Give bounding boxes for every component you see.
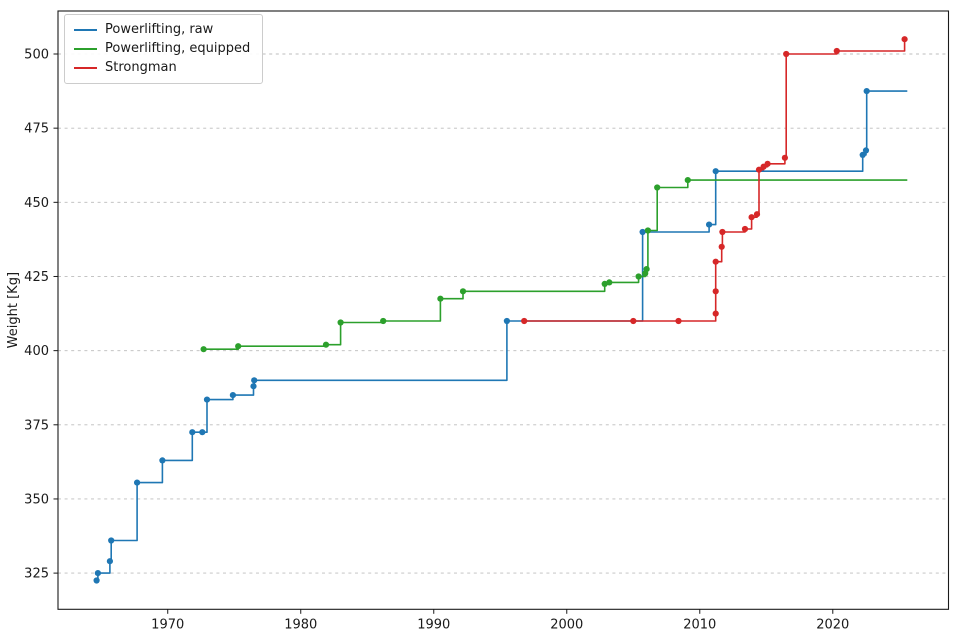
x-tick-label: 1980 xyxy=(284,617,317,632)
data-point-powerlifting-equipped xyxy=(235,343,242,350)
series-line-powerlifting-raw xyxy=(96,90,908,582)
data-point-powerlifting-raw xyxy=(199,429,206,436)
data-point-powerlifting-raw xyxy=(229,392,236,399)
data-point-strongman xyxy=(712,310,719,317)
series-line-powerlifting-equipped xyxy=(203,179,908,350)
data-point-strongman xyxy=(783,50,790,58)
plot-border xyxy=(57,10,950,610)
data-point-powerlifting-equipped xyxy=(322,341,330,348)
x-tick-label: 2000 xyxy=(550,617,583,632)
data-point-strongman xyxy=(755,166,763,173)
data-point-powerlifting-equipped xyxy=(200,346,207,353)
data-point-powerlifting-raw xyxy=(106,558,113,565)
y-tick-label: 450 xyxy=(24,196,49,211)
legend-label: Powerlifting, raw xyxy=(105,22,214,37)
y-tick-label: 425 xyxy=(24,270,49,285)
data-point-powerlifting-equipped xyxy=(643,266,650,273)
data-point-strongman xyxy=(719,228,726,236)
data-point-powerlifting-raw xyxy=(94,570,101,577)
y-tick-label: 475 xyxy=(24,122,49,137)
data-point-strongman xyxy=(630,317,637,325)
y-axis-label: Weight [Kg] xyxy=(6,272,21,348)
data-point-strongman xyxy=(748,214,755,221)
legend-line-swatch xyxy=(74,67,97,69)
data-point-strongman xyxy=(764,160,771,167)
data-point-powerlifting-equipped xyxy=(635,273,642,280)
data-point-powerlifting-raw xyxy=(706,221,713,228)
data-point-powerlifting-raw xyxy=(203,396,211,403)
legend-item: Strongman xyxy=(74,60,250,76)
legend-line-swatch xyxy=(74,48,97,50)
data-point-strongman xyxy=(712,258,719,265)
legend-label: Strongman xyxy=(105,60,177,75)
y-tick-label: 350 xyxy=(24,492,49,507)
legend: Powerlifting, raw Powerlifting, equipped S… xyxy=(64,14,264,84)
y-tick-label: 325 xyxy=(24,567,49,582)
x-tick-label: 1990 xyxy=(417,617,450,632)
legend-item: Powerlifting, equipped xyxy=(74,41,250,57)
data-point-powerlifting-equipped xyxy=(606,279,613,286)
data-point-powerlifting-raw xyxy=(712,168,719,175)
data-point-powerlifting-raw xyxy=(863,88,870,95)
data-point-powerlifting-raw xyxy=(639,228,646,236)
y-tick-label: 500 xyxy=(24,48,49,63)
x-tick-label: 2020 xyxy=(816,617,849,632)
data-point-powerlifting-raw xyxy=(134,479,141,486)
y-tick-label: 375 xyxy=(24,418,49,433)
legend-line-swatch xyxy=(74,29,97,31)
data-point-powerlifting-equipped xyxy=(380,317,387,325)
x-tick-label: 1970 xyxy=(151,617,184,632)
data-point-powerlifting-raw xyxy=(862,147,870,154)
data-point-powerlifting-equipped xyxy=(654,184,661,191)
data-point-powerlifting-equipped xyxy=(437,295,444,302)
y-tick-label: 400 xyxy=(24,344,49,359)
data-point-strongman xyxy=(833,47,840,55)
data-point-powerlifting-equipped xyxy=(644,227,652,234)
data-point-strongman xyxy=(675,317,682,325)
legend-item: Powerlifting, raw xyxy=(74,22,250,38)
data-point-powerlifting-raw xyxy=(503,317,510,325)
data-point-powerlifting-raw xyxy=(250,383,257,390)
data-point-strongman xyxy=(521,317,528,325)
data-point-powerlifting-raw xyxy=(108,537,115,544)
legend-label: Powerlifting, equipped xyxy=(105,41,251,56)
data-point-strongman xyxy=(753,211,761,218)
data-point-powerlifting-raw xyxy=(859,151,866,158)
data-point-powerlifting-raw xyxy=(93,577,100,584)
x-tick-label: 2010 xyxy=(683,617,716,632)
data-point-powerlifting-raw xyxy=(251,377,258,384)
data-point-powerlifting-raw xyxy=(189,429,196,436)
data-point-strongman xyxy=(718,243,725,250)
data-point-powerlifting-raw xyxy=(159,457,166,464)
data-point-powerlifting-equipped xyxy=(684,177,691,184)
data-point-strongman xyxy=(741,225,749,233)
data-point-strongman xyxy=(781,154,789,161)
data-point-strongman xyxy=(712,288,719,295)
data-point-strongman xyxy=(901,36,908,43)
data-point-powerlifting-equipped xyxy=(459,288,467,295)
data-point-powerlifting-equipped xyxy=(337,319,344,326)
